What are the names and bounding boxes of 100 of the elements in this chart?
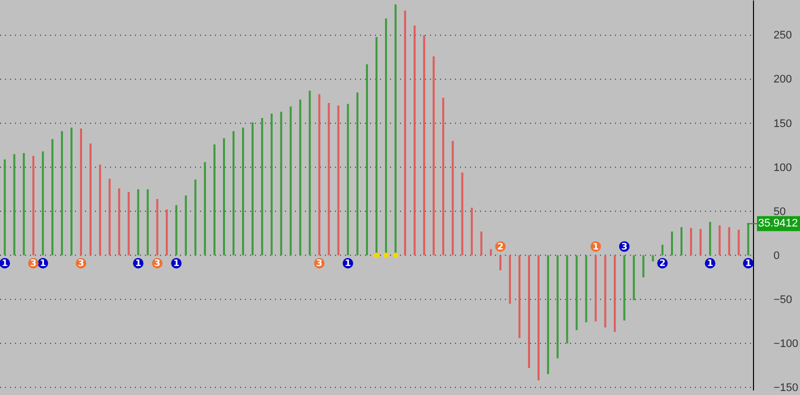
bar bbox=[594, 255, 597, 322]
y-tick-label: −50 bbox=[774, 294, 792, 306]
bar bbox=[585, 255, 588, 322]
bar bbox=[442, 98, 444, 256]
y-tick-label: −100 bbox=[774, 338, 798, 350]
bar bbox=[670, 232, 673, 256]
bar bbox=[642, 255, 644, 278]
bar bbox=[175, 205, 178, 256]
bar bbox=[661, 244, 664, 256]
annotation: 3 bbox=[154, 259, 160, 270]
bar bbox=[270, 114, 273, 256]
bar bbox=[118, 188, 120, 256]
bar bbox=[261, 118, 264, 256]
point bbox=[383, 252, 389, 258]
bar bbox=[709, 222, 712, 256]
bar bbox=[747, 224, 750, 256]
bar bbox=[461, 172, 464, 256]
bar bbox=[128, 192, 130, 256]
y-tick-label: 0 bbox=[774, 250, 780, 262]
bar bbox=[204, 162, 206, 256]
annotation: 3 bbox=[316, 259, 322, 270]
bar bbox=[99, 164, 102, 256]
y-tick-label: 200 bbox=[774, 74, 792, 86]
bar bbox=[414, 26, 416, 256]
bar bbox=[308, 90, 311, 256]
bar bbox=[242, 128, 244, 256]
bar bbox=[70, 128, 72, 256]
annotation: 1 bbox=[40, 259, 46, 270]
annotation: 1 bbox=[745, 259, 752, 270]
bar bbox=[490, 249, 492, 256]
bar bbox=[13, 154, 16, 256]
ref-line-label: 35.9412 bbox=[758, 218, 798, 230]
bar bbox=[280, 112, 282, 256]
bar bbox=[194, 180, 196, 256]
bar bbox=[499, 255, 502, 270]
bar bbox=[623, 255, 626, 320]
bar bbox=[32, 156, 34, 256]
bar bbox=[222, 138, 225, 256]
bar bbox=[232, 131, 235, 256]
bar bbox=[556, 255, 559, 358]
bar bbox=[328, 103, 330, 256]
point bbox=[374, 252, 380, 258]
bar bbox=[184, 195, 187, 256]
annotation: 1 bbox=[2, 259, 8, 270]
annotation: 1 bbox=[344, 259, 352, 270]
bar bbox=[604, 255, 606, 328]
bar bbox=[423, 35, 426, 256]
bar bbox=[346, 104, 349, 256]
bar bbox=[576, 255, 578, 330]
y-tick-label: −150 bbox=[774, 382, 798, 394]
bar bbox=[547, 255, 550, 374]
bar bbox=[318, 94, 320, 256]
bar bbox=[470, 208, 473, 256]
bar bbox=[738, 230, 740, 256]
bar bbox=[680, 227, 683, 256]
y-tick-label: 250 bbox=[774, 30, 792, 42]
bar bbox=[290, 106, 292, 256]
annotation: 1 bbox=[173, 259, 180, 270]
bar bbox=[356, 92, 358, 256]
bar bbox=[652, 255, 654, 262]
bar bbox=[80, 128, 82, 256]
bar bbox=[137, 189, 140, 256]
bar bbox=[566, 255, 568, 344]
bar bbox=[452, 140, 454, 256]
bar bbox=[518, 255, 520, 338]
bar bbox=[252, 122, 254, 256]
bar bbox=[146, 189, 149, 256]
bar bbox=[538, 255, 540, 380]
y-tick-label: 150 bbox=[774, 118, 792, 130]
bar bbox=[299, 99, 302, 256]
bar bbox=[718, 225, 721, 256]
bar bbox=[700, 228, 702, 256]
bar bbox=[60, 131, 63, 256]
bar bbox=[213, 144, 216, 256]
bar bbox=[508, 255, 511, 304]
annotation: 3 bbox=[621, 242, 628, 252]
point bbox=[392, 252, 398, 258]
bar bbox=[156, 198, 158, 256]
bar bbox=[632, 255, 635, 300]
annotation: 1 bbox=[592, 242, 599, 252]
annotation: 3 bbox=[78, 259, 84, 270]
annotation: 2 bbox=[497, 242, 504, 252]
bar bbox=[108, 178, 111, 256]
bar bbox=[614, 255, 616, 332]
y-tick-label: 50 bbox=[774, 206, 786, 218]
bar bbox=[528, 255, 530, 368]
bar bbox=[432, 56, 435, 256]
bar bbox=[166, 210, 168, 256]
annotation: 1 bbox=[135, 259, 142, 270]
bar bbox=[480, 232, 482, 256]
bar bbox=[42, 151, 44, 256]
y-tick-label: 100 bbox=[774, 162, 792, 174]
annotation: 1 bbox=[706, 259, 714, 270]
bar bbox=[404, 10, 406, 256]
bar bbox=[22, 153, 25, 256]
bar bbox=[90, 144, 92, 256]
bar bbox=[728, 227, 730, 256]
annotation: 2 bbox=[659, 259, 666, 270]
annotation: 3 bbox=[30, 259, 36, 270]
bar bbox=[51, 139, 54, 256]
